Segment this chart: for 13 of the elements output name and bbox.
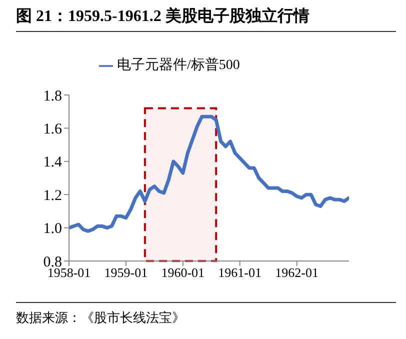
y-tick-label: 1.8 <box>43 88 62 104</box>
source-note: 数据来源：《股市长线法宝》 <box>16 309 186 327</box>
y-tick-label: 1.6 <box>43 122 62 138</box>
y-tick-label: 1.4 <box>43 154 62 171</box>
x-tick-label: 1962-01 <box>275 265 318 280</box>
line-series <box>69 114 349 233</box>
legend-label: 电子元器件/标普500 <box>117 58 240 73</box>
x-tick-label: 1961-01 <box>218 265 262 280</box>
chart-title: 图 21：1959.5-1961.2 美股电子股独立行情 <box>16 6 396 32</box>
x-tick-label: 1960-01 <box>161 265 205 280</box>
x-tick-label: 1959-01 <box>104 265 148 280</box>
y-tick-label: 1.0 <box>43 221 62 238</box>
y-tick-label: 1.2 <box>43 188 62 204</box>
